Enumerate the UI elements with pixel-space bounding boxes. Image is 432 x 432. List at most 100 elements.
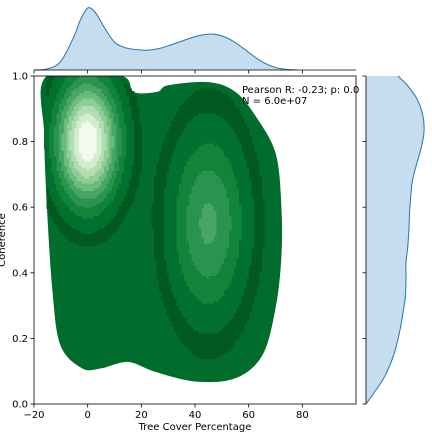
kde-cell bbox=[179, 208, 182, 212]
kde-cell bbox=[259, 193, 262, 197]
kde-cell bbox=[89, 83, 92, 87]
kde-cell bbox=[186, 228, 190, 232]
kde-cell bbox=[246, 168, 250, 172]
kde-cell bbox=[174, 268, 177, 272]
kde-cell bbox=[84, 111, 87, 114]
kde-cell bbox=[176, 151, 180, 154]
kde-cell bbox=[129, 181, 132, 184]
kde-cell bbox=[76, 128, 80, 132]
kde-cell bbox=[169, 143, 172, 147]
kde-cell bbox=[46, 101, 50, 104]
kde-cell bbox=[91, 131, 95, 134]
kde-cell bbox=[96, 218, 100, 222]
kde-cell bbox=[221, 228, 225, 232]
kde-cell bbox=[226, 218, 230, 222]
kde-cell bbox=[209, 106, 212, 109]
kde-cell bbox=[116, 81, 120, 84]
kde-cell bbox=[154, 221, 157, 224]
kde-cell bbox=[244, 233, 247, 237]
kde-cell bbox=[214, 231, 217, 234]
kde-cell bbox=[124, 163, 127, 167]
kde-cell bbox=[134, 148, 137, 152]
kde-cell bbox=[184, 128, 187, 132]
kde-cell bbox=[239, 256, 242, 259]
kde-cell bbox=[49, 103, 52, 107]
kde-cell bbox=[224, 108, 227, 112]
kde-cell bbox=[159, 236, 162, 239]
kde-cell bbox=[241, 216, 245, 219]
kde-cell bbox=[136, 113, 140, 117]
kde-cell bbox=[104, 201, 107, 204]
kde-cell bbox=[116, 133, 120, 137]
kde-cell bbox=[181, 143, 185, 147]
kde-cell bbox=[111, 138, 115, 142]
kde-cell bbox=[66, 181, 70, 184]
kde-cell bbox=[246, 158, 250, 162]
kde-cell bbox=[219, 113, 222, 117]
kde-cell bbox=[129, 143, 132, 147]
kde-cell bbox=[81, 158, 85, 162]
kde-cell bbox=[164, 186, 167, 189]
kde-cell bbox=[134, 136, 137, 139]
kde-cell bbox=[236, 266, 240, 269]
kde-cell bbox=[241, 233, 245, 237]
kde-cell bbox=[114, 166, 117, 169]
kde-cell bbox=[119, 203, 122, 207]
kde-cell bbox=[61, 218, 65, 222]
kde-cell bbox=[206, 191, 210, 194]
kde-cell bbox=[104, 176, 107, 179]
kde-cell bbox=[81, 148, 85, 152]
kde-cell bbox=[76, 83, 80, 87]
kde-cell bbox=[91, 93, 95, 97]
kde-cell bbox=[206, 206, 210, 209]
kde-cell bbox=[206, 243, 210, 247]
kde-cell bbox=[226, 163, 230, 167]
kde-cell bbox=[231, 248, 235, 252]
kde-cell bbox=[171, 178, 175, 182]
kde-cell bbox=[64, 128, 67, 132]
kde-cell bbox=[221, 123, 225, 127]
kde-cell bbox=[196, 173, 200, 177]
kde-cell bbox=[76, 138, 80, 142]
kde-cell bbox=[84, 196, 87, 199]
kde-cell bbox=[234, 231, 237, 234]
kde-cell bbox=[99, 106, 102, 109]
kde-cell bbox=[154, 208, 157, 212]
kde-cell bbox=[199, 203, 202, 207]
kde-cell bbox=[69, 206, 72, 209]
kde-cell bbox=[196, 196, 200, 199]
kde-cell bbox=[139, 123, 142, 127]
kde-cell bbox=[69, 216, 72, 219]
kde-cell bbox=[209, 88, 212, 92]
kde-cell bbox=[216, 188, 220, 192]
kde-cell bbox=[209, 123, 212, 127]
kde-cell bbox=[169, 248, 172, 252]
kde-cell bbox=[114, 93, 117, 97]
kde-cell bbox=[119, 96, 122, 99]
kde-cell bbox=[61, 116, 65, 119]
kde-cell bbox=[81, 78, 85, 82]
kde-cell bbox=[101, 231, 105, 234]
kde-cell bbox=[96, 88, 100, 92]
kde-cell bbox=[109, 188, 112, 192]
kde-cell bbox=[186, 248, 190, 252]
kde-cell bbox=[81, 231, 85, 234]
kde-cell bbox=[61, 88, 65, 92]
kde-cell bbox=[191, 238, 195, 242]
kde-cell bbox=[189, 256, 192, 259]
kde-cell bbox=[176, 131, 180, 134]
kde-cell bbox=[179, 156, 182, 159]
kde-cell bbox=[221, 258, 225, 262]
kde-cell bbox=[156, 231, 160, 234]
kde-cell bbox=[211, 136, 215, 139]
kde-cell bbox=[189, 201, 192, 204]
kde-cell bbox=[84, 166, 87, 169]
kde-cell bbox=[71, 226, 75, 229]
kde-cell bbox=[171, 246, 175, 249]
kde-cell bbox=[111, 126, 115, 129]
kde-cell bbox=[224, 208, 227, 212]
kde-cell bbox=[54, 163, 57, 167]
kde-cell bbox=[86, 111, 90, 114]
kde-cell bbox=[211, 233, 215, 237]
kde-cell bbox=[181, 226, 185, 229]
